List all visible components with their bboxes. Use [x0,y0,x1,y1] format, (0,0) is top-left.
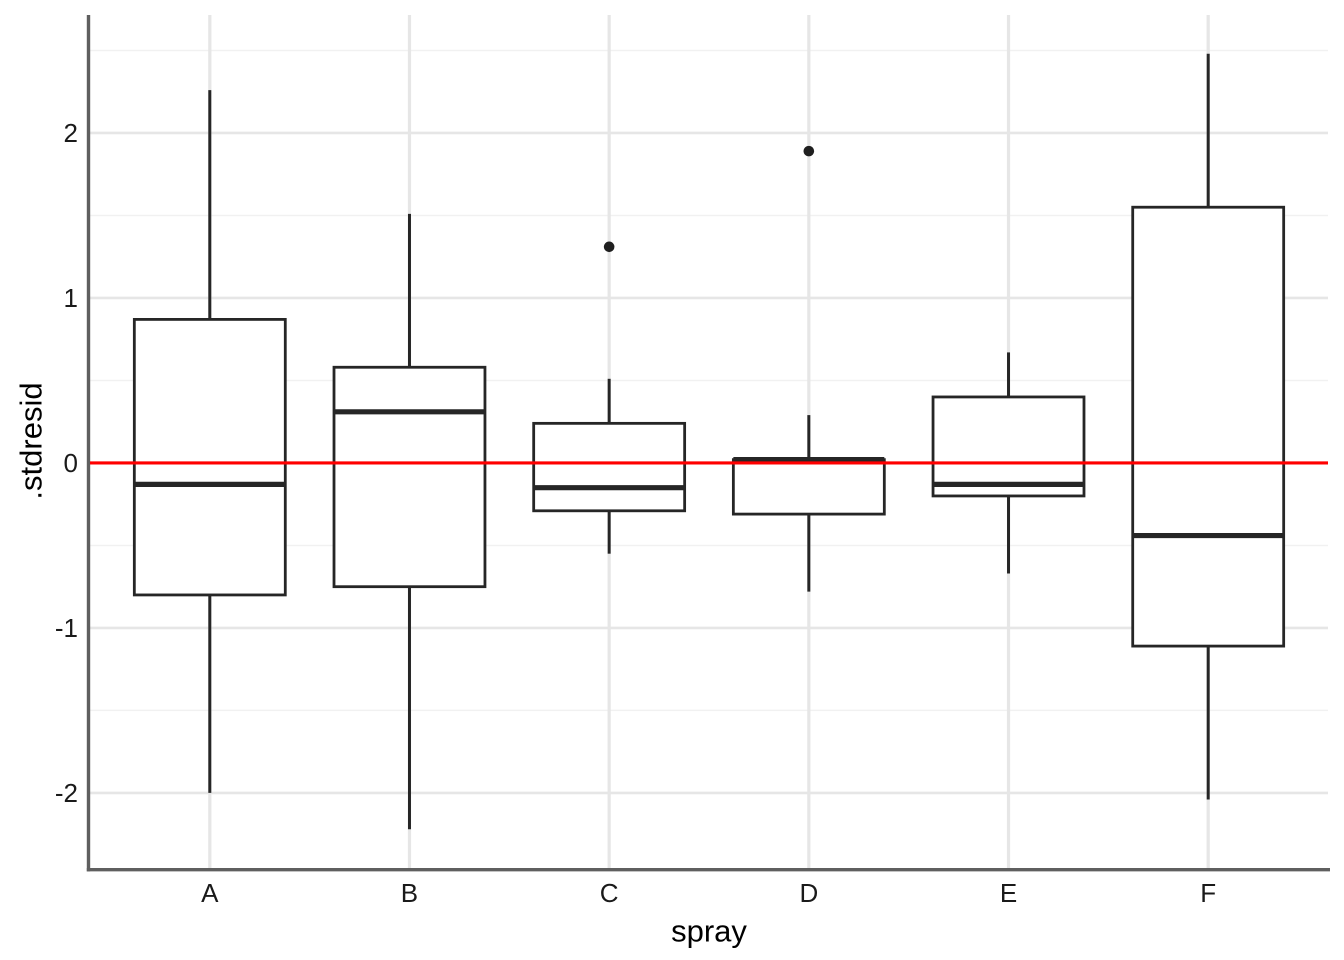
box-B [332,365,487,589]
box-E [931,395,1086,498]
x-tick-label: A [201,878,219,908]
y-tick-label: -1 [55,613,78,643]
y-tick-label: -2 [55,778,78,808]
outlier-point-C [603,241,615,253]
x-tick-label: D [799,878,818,908]
box-C [532,421,687,513]
y-tick-label: 2 [64,118,78,148]
box-A [132,318,287,597]
y-axis-title: .stdresid [13,382,49,500]
y-tick-label: 0 [64,448,78,478]
x-tick-label: F [1200,878,1216,908]
outlier-point-D [803,145,815,157]
x-tick-label: B [401,878,418,908]
x-tick-label: E [1000,878,1017,908]
box-D [731,458,886,516]
y-tick-label: 1 [64,283,78,313]
x-tick-label: C [600,878,619,908]
box-F [1131,205,1286,648]
x-axis-title: spray [671,913,747,949]
